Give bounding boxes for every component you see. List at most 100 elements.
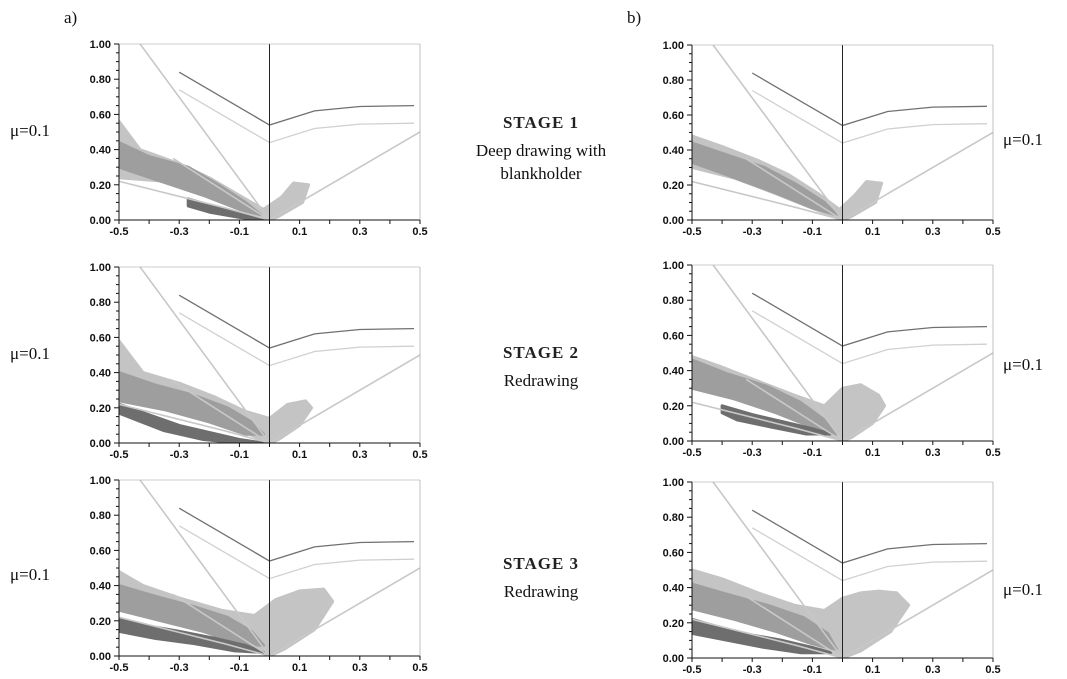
chart-b3-x-tick-label: 0.3 [925,664,940,676]
chart-a1-fld-curve-1 [178,89,415,144]
chart-b2-boundary-line-1 [745,352,993,441]
chart-a1-y-tick-label: 0.80 [90,74,111,86]
chart-b3-y-tick-label: 0.00 [663,653,684,665]
chart-b2-x-tick-label: -0.5 [683,447,702,459]
chart-a1-x-tick-label: 0.5 [412,226,427,238]
stage-3-title: STAGE 3 [502,554,580,573]
chart-a2-y-tick-label: 0.00 [90,438,111,450]
chart-b2-y-tick-label: 0.60 [663,330,684,342]
chart-a3-fld-curve-1 [178,525,415,580]
chart-b3-boundary-line-1 [745,569,993,658]
mu-label-b3: μ=0.1 [1003,580,1043,599]
chart-b1-strain-cloud-mid [692,141,838,217]
stage-1-description: Deep drawing with blankholder [475,141,607,183]
chart-a1-fld-curve-0 [178,71,415,126]
chart-a3: 0.00 0.20 0.40 0.60 0.80 1.00 -0.5 -0.3 -0.1 0.1 0… [90,475,428,674]
chart-a3-plot-area [119,480,420,656]
stage-2-caption: STAGE 2 Redrawing [441,343,641,392]
chart-a3-fld-curve-0 [178,507,415,562]
chart-b3-y-tick-label: 0.20 [663,618,684,630]
chart-b1-y-tick-label: 0.00 [663,215,684,227]
chart-b2-fld-curve-0 [751,292,988,347]
chart-b1-fld-curve-0 [751,72,988,127]
chart-a1: 0.00 0.20 0.40 0.60 0.80 1.00 -0.5 -0.3 -0.1 0.1 0… [90,39,428,238]
chart-b1-boundary-line-1 [745,131,993,220]
chart-a2: 0.00 0.20 0.40 0.60 0.80 1.00 -0.5 -0.3 -0.1 0.1 0… [90,262,428,461]
chart-a2-strain-cloud-dark [119,402,265,443]
chart-b1-fld-curve-1 [751,89,988,144]
chart-b3-y-tick-label: 0.60 [663,547,684,559]
chart-a2-plot-area [119,267,420,443]
chart-b3: 0.00 0.20 0.40 0.60 0.80 1.00 -0.5 -0.3 -0.1 0.1 0… [663,477,1001,676]
chart-a1-x-tick-label: -0.1 [230,226,249,238]
chart-a1-y-tick-label: 0.00 [90,215,111,227]
chart-b2-x-tick-label: -0.1 [803,447,822,459]
chart-b3-fld-curve-0 [751,509,988,564]
chart-b3-x-tick-label: 0.5 [985,664,1000,676]
chart-a3-boundary-line-1 [172,567,420,656]
chart-a2-boundary-line-2 [119,403,270,443]
chart-a3-x-tick-label: -0.1 [230,662,249,674]
chart-a1-y-tick-label: 0.60 [90,109,111,121]
chart-b3-boundary-line-0 [712,482,844,658]
chart-b1-y-tick-label: 0.40 [663,145,684,157]
chart-b1-x-tick-label: 0.3 [925,226,940,238]
chart-b3-strain-cloud-dark [692,617,832,655]
chart-a3-y-tick-label: 1.00 [90,475,111,487]
chart-b1-y-tick-label: 0.20 [663,180,684,192]
chart-a2-y-tick-label: 0.80 [90,297,111,309]
chart-b3-y-tick-label: 0.80 [663,512,684,524]
chart-b1-x-tick-label: 0.5 [985,226,1000,238]
chart-b2-boundary-line-2 [692,401,843,441]
chart-b1-x-tick-label: -0.3 [743,226,762,238]
chart-a3-y-tick-label: 0.40 [90,581,111,593]
chart-b2-y-tick-label: 0.40 [663,366,684,378]
chart-b3-x-tick-label: 0.1 [865,664,880,676]
chart-a3-x-tick-label: -0.5 [110,662,129,674]
stage-3-caption: STAGE 3 Redrawing [441,554,641,603]
chart-a2-y-tick-label: 0.40 [90,368,111,380]
chart-a2-x-tick-label: -0.5 [110,449,129,461]
chart-b3-x-tick-label: -0.5 [683,664,702,676]
chart-a1-boundary-line-0 [139,44,271,220]
chart-a2-boundary-line-1 [172,354,420,443]
chart-b1-boundary-line-0 [712,45,844,220]
chart-a2-y-tick-label: 0.20 [90,403,111,415]
chart-b2-y-tick-label: 1.00 [663,260,684,272]
chart-a2-fld-curve-1 [178,312,415,367]
stage-2-title: STAGE 2 [502,343,580,362]
chart-b2-y-tick-label: 0.80 [663,295,684,307]
chart-a1-y-tick-label: 0.20 [90,180,111,192]
chart-b1-boundary-line-2 [692,180,843,220]
chart-b2-x-tick-label: 0.5 [985,447,1000,459]
mu-label-b1: μ=0.1 [1003,130,1043,149]
chart-a3-y-tick-label: 0.60 [90,545,111,557]
chart-a3-y-tick-label: 0.20 [90,616,111,628]
chart-b2-y-tick-label: 0.00 [663,436,684,448]
stage-3-description: Redrawing [503,582,579,601]
chart-b3-y-tick-label: 0.40 [663,583,684,595]
chart-a2-y-tick-label: 1.00 [90,262,111,274]
chart-a2-x-tick-label: 0.1 [292,449,307,461]
chart-a3-y-tick-label: 0.00 [90,651,111,663]
chart-a2-fld-curve-0 [178,294,415,349]
chart-b2-x-tick-label: 0.1 [865,447,880,459]
chart-b3-y-tick-label: 1.00 [663,477,684,489]
chart-a3-boundary-line-2 [119,616,270,656]
panel-label-a: a) [64,8,78,27]
stage-2-description: Redrawing [503,371,579,390]
chart-b2-x-tick-label: 0.3 [925,447,940,459]
chart-b3-boundary-line-2 [692,618,843,658]
chart-b1-x-tick-label: 0.1 [865,226,880,238]
chart-b1-y-tick-label: 0.60 [663,110,684,122]
chart-b2-fld-curve-1 [751,310,988,365]
chart-a2-x-tick-label: 0.5 [412,449,427,461]
chart-b2-boundary-line-0 [712,265,844,441]
chart-a2-boundary-line-0 [139,267,271,443]
chart-b3-x-tick-label: -0.1 [803,664,822,676]
chart-b1-y-tick-label: 1.00 [663,40,684,52]
chart-b2-x-tick-label: -0.3 [743,447,762,459]
chart-a1-strain-cloud-dark [186,197,265,220]
